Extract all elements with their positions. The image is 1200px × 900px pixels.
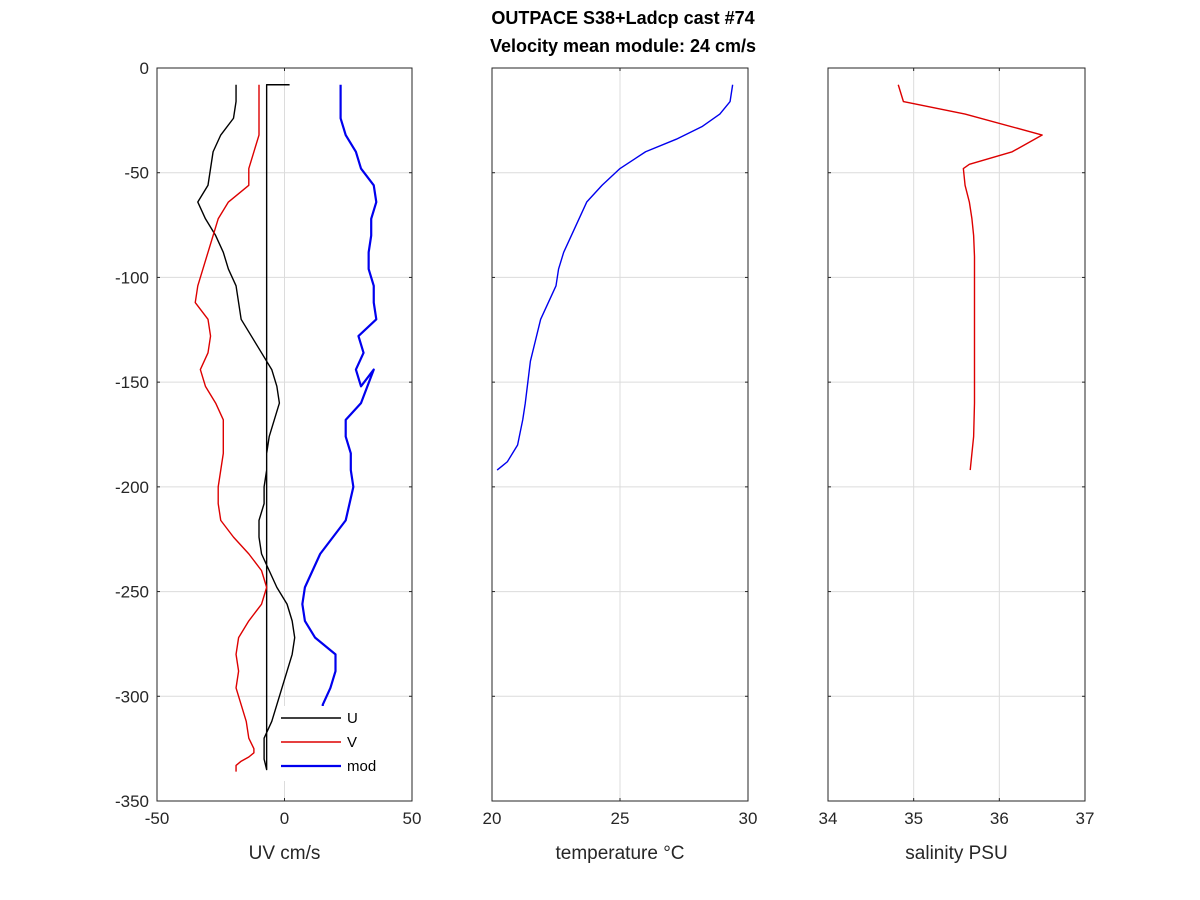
y-tick-label: -300: [115, 687, 149, 706]
legend-label-u: U: [347, 710, 358, 727]
series-line-salinity: [897, 84, 1043, 471]
y-tick-label: -250: [115, 583, 149, 602]
y-tick-label: -100: [115, 268, 149, 287]
x-axis-label-uv: UV cm/s: [249, 843, 321, 864]
x-tick-label: 37: [1076, 809, 1095, 828]
y-tick-label: -150: [115, 373, 149, 392]
salinity-panel: 34 35 36 37 salinity PSU: [819, 67, 1095, 864]
x-tick-label: 0: [280, 809, 289, 828]
x-tick-label: 35: [904, 809, 923, 828]
legend-label-mod: mod: [347, 758, 376, 775]
x-axis-label-temperature: temperature °C: [555, 843, 684, 864]
x-tick-label: 25: [611, 809, 630, 828]
temperature-panel: 20 25 30 temperature °C: [483, 67, 758, 864]
x-tick-label: 36: [990, 809, 1009, 828]
x-tick-label: 30: [739, 809, 758, 828]
y-tick-label: -50: [124, 164, 149, 183]
series-line-v: [194, 84, 268, 772]
series-line-mod: [301, 84, 378, 776]
x-tick-label: 20: [483, 809, 502, 828]
velocity-panel: -50 0 50 0 -50 -100 -150 -200 -250 -300 -350 UV cm/…: [115, 59, 421, 864]
plot-area-salinity: [828, 68, 1085, 801]
x-tick-label: 50: [403, 809, 422, 828]
axes-box-salinity: [827, 67, 1086, 802]
y-tick-label: 0: [140, 59, 149, 78]
x-tick-label: -50: [145, 809, 170, 828]
y-tick-label: -200: [115, 478, 149, 497]
x-tick-label: 34: [819, 809, 838, 828]
series-line-u: [197, 84, 296, 771]
x-axis-label-salinity: salinity PSU: [905, 843, 1007, 864]
chart-title-line2: Velocity mean module: 24 cm/s: [490, 36, 756, 56]
legend-label-v: V: [347, 734, 357, 751]
chart-title-line1: OUTPACE S38+Ladcp cast #74: [491, 8, 754, 28]
y-tick-label: -350: [115, 792, 149, 811]
series-line-temperature: [496, 84, 734, 471]
